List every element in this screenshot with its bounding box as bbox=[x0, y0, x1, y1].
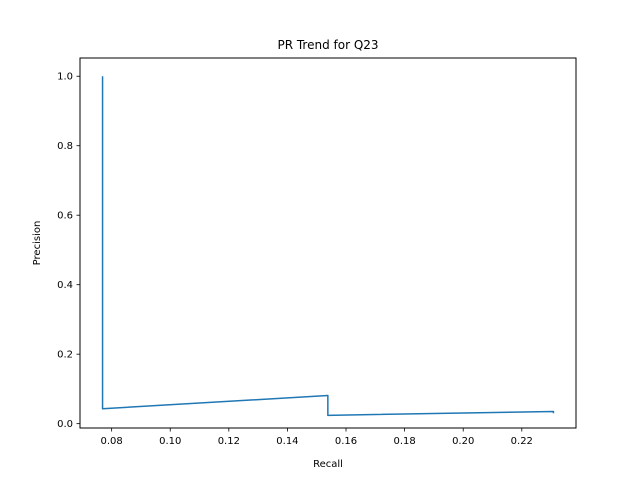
x-tick-label: 0.16 bbox=[335, 436, 357, 447]
y-tick-label: 0.4 bbox=[57, 280, 73, 291]
y-axis: 0.0 0.2 0.4 0.6 0.8 1.0 bbox=[57, 72, 80, 430]
x-tick-label: 0.12 bbox=[218, 436, 240, 447]
y-tick-label: 0.8 bbox=[57, 141, 73, 152]
plot-frame bbox=[79, 57, 577, 429]
x-tick-label: 0.22 bbox=[511, 436, 533, 447]
x-axis-label: Recall bbox=[313, 459, 343, 470]
y-tick-label: 0.0 bbox=[57, 419, 73, 430]
chart-title: PR Trend for Q23 bbox=[277, 38, 378, 52]
data-layer bbox=[101, 76, 555, 417]
series-line-0 bbox=[101, 76, 555, 417]
y-axis-label: Precision bbox=[32, 221, 43, 266]
x-axis: 0.08 0.10 0.12 0.14 0.16 0.18 0.20 0.22 bbox=[101, 428, 533, 447]
y-tick-label: 0.2 bbox=[57, 350, 73, 361]
x-tick-label: 0.08 bbox=[101, 436, 123, 447]
x-tick-label: 0.14 bbox=[276, 436, 298, 447]
x-tick-label: 0.10 bbox=[159, 436, 181, 447]
y-tick-label: 0.6 bbox=[57, 211, 73, 222]
x-tick-label: 0.18 bbox=[393, 436, 415, 447]
x-tick-label: 0.20 bbox=[452, 436, 474, 447]
y-tick-label: 1.0 bbox=[57, 72, 73, 83]
